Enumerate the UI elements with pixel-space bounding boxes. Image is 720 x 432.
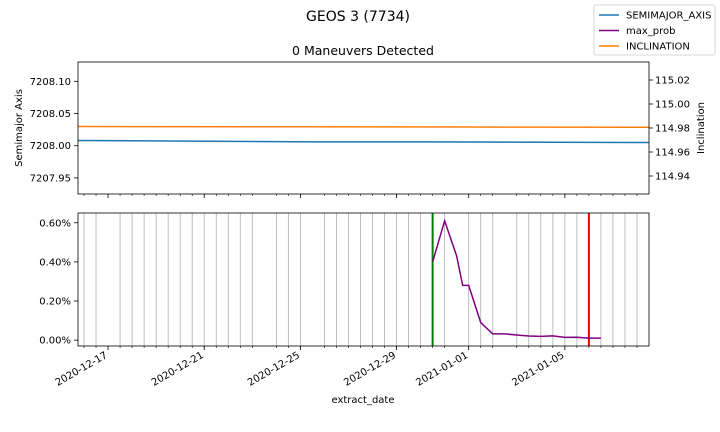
top-y-tick-label-1: 7208.00 [30,141,71,152]
top-x-ticks [83,194,638,198]
bottom-x-tick-label-0: 2020-12-17 [54,350,110,389]
legend-label-semimajor-axis: SEMIMAJOR_AXIS [626,11,711,22]
bottom-plot-frame [77,212,650,347]
top-y2-tick-label-2: 114.98 [655,124,690,135]
bottom-series-line-max-prob [431,218,601,339]
bottom-y-tick-label-3: 0.60% [39,218,71,229]
bottom-x-axis-label: extract_date [331,395,394,406]
top-y2-ticks: 114.94 114.96 114.98 115.00 115.02 [649,76,690,183]
bottom-y-tick-label-2: 0.40% [39,257,71,268]
bottom-y-tick-label-1: 0.20% [39,297,71,308]
bottom-x-ticks: 2020-12-17 2020-12-21 2020-12-25 2020-12-29… [54,346,638,389]
top-y-tick-label-2: 7208.05 [30,109,71,120]
top-y-tick-label-0: 7207.95 [30,173,71,184]
bottom-grid [83,213,638,346]
top-series-line-semimajor-axis [77,139,650,144]
bottom-x-tick-label-1: 2020-12-21 [150,350,206,389]
bottom-y-tick-label-0: 0.00% [39,336,71,347]
bottom-x-tick-label-3: 2020-12-29 [342,350,398,389]
legend-label-inclination: INCLINATION [626,42,690,53]
top-y2-axis-label: Inclination [696,102,707,154]
bottom-x-tick-label-4: 2021-01-01 [414,350,470,389]
top-y2-tick-label-4: 115.02 [655,76,690,87]
bottom-x-tick-label-2: 2020-12-25 [246,350,302,389]
bottom-x-tick-label-5: 2021-01-05 [511,350,567,389]
top-y-ticks: 7207.95 7208.00 7208.05 7208.10 [30,77,78,184]
bottom-vertical-lines [431,213,590,346]
top-y-axis-label: Semimajor Axis [14,89,25,167]
legend-label-max-prob: max_prob [626,26,676,37]
figure-title: GEOS 3 (7734) [306,9,410,25]
top-plot-frame [77,61,650,195]
top-series-group [77,125,650,144]
bottom-y-ticks: 0.00% 0.20% 0.40% 0.60% [39,218,78,347]
top-y2-tick-label-3: 115.00 [655,100,690,111]
top-y-tick-label-3: 7208.10 [30,77,71,88]
top-y2-tick-label-1: 114.96 [655,148,690,159]
legend-box [593,4,716,56]
top-chart-title: 0 Maneuvers Detected [292,43,434,58]
legend: SEMIMAJOR_AXIS max_prob INCLINATION [593,4,716,56]
top-series-line-inclination [77,125,650,129]
bottom-series-group [431,218,601,339]
top-y2-tick-label-0: 114.94 [655,172,690,183]
